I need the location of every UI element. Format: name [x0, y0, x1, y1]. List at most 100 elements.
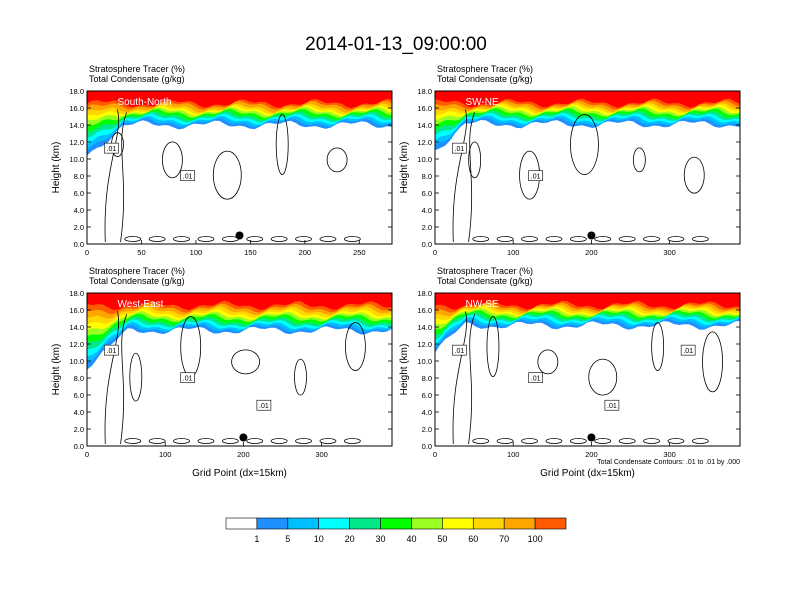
tracer-band-1 [435, 91, 740, 108]
contour-low-cloud [594, 438, 612, 444]
y-tick-label: 12.0 [69, 340, 84, 349]
location-marker [587, 433, 596, 442]
colorbar-swatch [287, 517, 320, 530]
plot-area [87, 91, 392, 243]
contour-loop [129, 352, 143, 402]
contour-low-cloud [545, 438, 563, 444]
panel-nw-se: .01 .01 .01 .01 0.0 2.0 4.0 6.0 8.0 10.0 12.0 14.0 1… [399, 266, 741, 479]
colorbar-label: 50 [437, 534, 447, 544]
contour-label: .01 [683, 348, 693, 355]
tracer-band-1 [435, 293, 740, 310]
contour-low-cloud [618, 438, 636, 444]
contour-label: .01 [607, 403, 617, 410]
y-tick-label: 16.0 [69, 306, 84, 315]
location-marker [587, 231, 596, 240]
y-tick-label: 0.0 [74, 442, 84, 451]
colorbar-label: 1 [254, 534, 259, 544]
colorbar-swatch [534, 517, 567, 530]
condensate-contours [104, 109, 361, 243]
colorbar-swatch [472, 517, 505, 530]
contour-column [452, 109, 467, 243]
contour-label: .01 [531, 174, 541, 181]
y-axis-label: Height (km) [399, 344, 410, 396]
contour-low-cloud [521, 438, 538, 444]
contour-column [468, 314, 476, 445]
x-tick-label: 0 [433, 450, 437, 459]
y-tick-label: 16.0 [417, 306, 432, 315]
contour-low-cloud [545, 236, 563, 242]
y-tick-label: 8.0 [422, 374, 432, 383]
condensate-contours [452, 109, 709, 243]
colorbar-label: 20 [345, 534, 355, 544]
colorbar-label: 60 [468, 534, 478, 544]
contour-column [120, 112, 128, 243]
colorbar-label: 100 [528, 534, 543, 544]
contour-low-cloud [496, 236, 514, 242]
contour-low-cloud [148, 438, 166, 444]
colorbar-label: 30 [376, 534, 386, 544]
contour-loop [231, 349, 261, 375]
contour-label: .01 [107, 348, 117, 355]
y-axis-label: Height (km) [51, 344, 62, 396]
contour-label: .01 [455, 348, 465, 355]
colorbar-swatch [256, 517, 289, 530]
y-tick-label: 10.0 [69, 357, 84, 366]
x-axis-label: Grid Point (dx=15km) [192, 468, 287, 479]
colorbar-swatch [442, 517, 474, 530]
contour-label-box [528, 170, 543, 181]
colorbar-swatch [503, 517, 536, 530]
plot-area [87, 293, 392, 445]
y-tick-label: 2.0 [422, 425, 432, 434]
contour-low-cloud [270, 236, 288, 242]
x-tick-label: 150 [244, 248, 257, 257]
contour-loop [683, 156, 705, 194]
panel-sw-ne: .01 .01 0.0 2.0 4.0 6.0 8.0 10.0 12.0 14.0 16.0 18.… [399, 64, 741, 257]
contour-loop [294, 358, 307, 396]
contour-loop [344, 322, 366, 371]
tracer-band-1 [87, 91, 392, 109]
contour-low-cloud [197, 438, 215, 444]
contour-low-cloud [569, 236, 587, 242]
y-tick-label: 4.0 [422, 206, 432, 215]
contour-low-cloud [295, 438, 312, 444]
y-tick-label: 14.0 [69, 121, 84, 130]
contour-label-box [256, 399, 272, 411]
contour-label-box [452, 344, 467, 356]
var-label-condensate: Total Condensate (g/kg) [89, 276, 185, 286]
contour-low-cloud [667, 236, 685, 242]
var-label-tracer: Stratosphere Tracer (%) [89, 64, 185, 74]
x-tick-label: 50 [137, 248, 145, 257]
contour-column [104, 109, 119, 243]
y-tick-label: 4.0 [422, 408, 432, 417]
y-tick-label: 10.0 [417, 357, 432, 366]
contour-low-cloud [643, 236, 660, 242]
contour-label: .01 [259, 403, 269, 410]
contour-label-box [528, 372, 543, 383]
y-tick-label: 18.0 [417, 87, 432, 96]
y-tick-label: 0.0 [422, 442, 432, 451]
contour-low-cloud [667, 438, 685, 444]
x-tick-label: 100 [507, 450, 520, 459]
panel-frame [434, 90, 741, 245]
y-tick-label: 18.0 [417, 289, 432, 298]
x-tick-label: 200 [299, 248, 312, 257]
contour-label-box [104, 344, 119, 356]
y-tick-label: 18.0 [69, 87, 84, 96]
colorbar-swatch [411, 517, 443, 530]
contour-low-cloud [295, 236, 312, 242]
colorbar-swatch [318, 517, 350, 530]
y-tick-label: 14.0 [69, 323, 84, 332]
contour-low-cloud [221, 438, 239, 444]
x-tick-label: 0 [85, 450, 89, 459]
colorbar-label: 40 [406, 534, 416, 544]
x-tick-label: 200 [585, 248, 598, 257]
var-label-tracer: Stratosphere Tracer (%) [437, 64, 533, 74]
contour-low-cloud [124, 236, 142, 242]
x-tick-label: 250 [353, 248, 366, 257]
contour-low-cloud [343, 236, 361, 242]
plot-area [435, 91, 740, 243]
panel-frame [434, 292, 741, 447]
contour-low-cloud [246, 236, 264, 242]
y-tick-label: 2.0 [74, 425, 84, 434]
contour-low-cloud [691, 438, 709, 444]
